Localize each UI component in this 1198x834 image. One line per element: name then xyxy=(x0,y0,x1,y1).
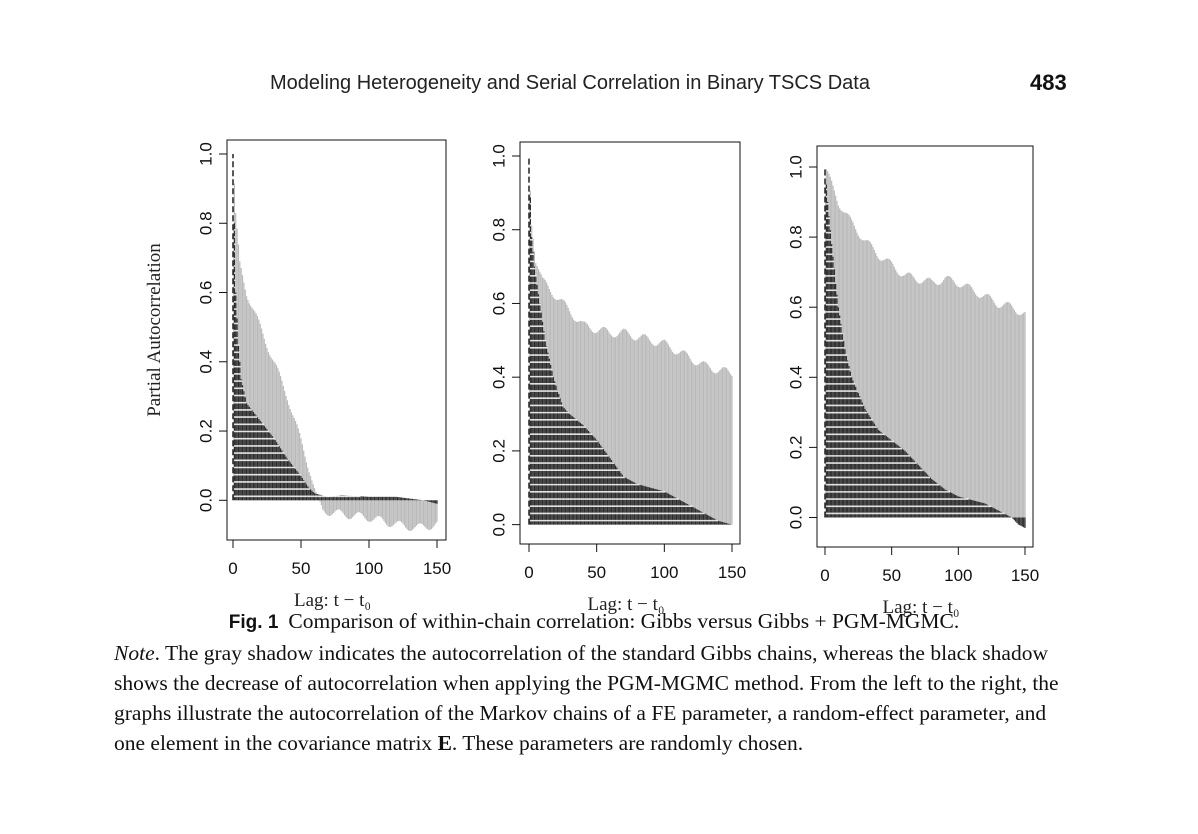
plot-frame xyxy=(816,145,1034,548)
y-tick-label: 0.2 xyxy=(196,419,215,443)
x-tick-label: 0 xyxy=(820,566,829,585)
caption-text-before-e: . The gray shadow indicates the autocorr… xyxy=(114,641,1059,755)
y-tick-label: 0.8 xyxy=(489,218,508,242)
plot-frame xyxy=(226,139,447,541)
y-tick-label: 0.8 xyxy=(786,225,805,249)
y-tick-label: 1.0 xyxy=(786,155,805,179)
y-tick-label: 0.6 xyxy=(489,292,508,316)
acf-panel-1: 0.0 0.2 0.4 0.6 0.8 1.0 0 50 100 150 Lag: t − t₀ Pa… xyxy=(144,139,451,611)
x-tick-label: 50 xyxy=(292,559,311,578)
caption-title: Comparison of within-chain correlation: … xyxy=(288,609,960,633)
acf-panel-2: 0.0 0.2 0.4 0.6 0.8 1.0 0 50 100 150 Lag: t − t₀ xyxy=(489,141,746,615)
x-axis-label: Lag: t − t₀ xyxy=(294,590,371,611)
y-tick-label: 0.4 xyxy=(489,365,508,389)
figure-caption: Fig. 1 Comparison of within-chain correla… xyxy=(114,606,1074,758)
y-axis-label: Partial Autocorrelation xyxy=(144,243,165,417)
caption-title-line: Fig. 1 Comparison of within-chain correla… xyxy=(114,606,1074,638)
x-tick-label: 100 xyxy=(355,559,383,578)
y-tick-label: 1.0 xyxy=(489,144,508,168)
figure-label: Fig. 1 xyxy=(228,612,279,633)
plot-frame xyxy=(519,141,741,545)
y-tick-label: 0.0 xyxy=(196,488,215,512)
caption-bold-e: E xyxy=(437,731,452,755)
x-tick-label: 150 xyxy=(423,559,451,578)
acf-panel-3: 0.0 0.2 0.4 0.6 0.8 1.0 0 50 100 150 Lag: t − t₀ xyxy=(786,145,1039,618)
x-tick-label: 150 xyxy=(718,563,746,582)
x-tick-label: 150 xyxy=(1011,566,1039,585)
x-tick-label: 50 xyxy=(587,563,606,582)
y-tick-label: 0.4 xyxy=(786,365,805,389)
caption-text-after-e: . These parameters are randomly chosen. xyxy=(451,731,804,755)
y-tick-label: 0.6 xyxy=(196,281,215,305)
x-tick-label: 100 xyxy=(944,566,972,585)
y-tick-label: 0.6 xyxy=(786,295,805,319)
x-tick-label: 0 xyxy=(524,563,533,582)
y-tick-label: 0.2 xyxy=(786,436,805,460)
page-number: 483 xyxy=(1030,70,1067,95)
x-tick-label: 0 xyxy=(228,559,237,578)
y-tick-label: 0.2 xyxy=(489,439,508,463)
caption-note-label: Note xyxy=(114,641,155,665)
x-axis-label: Lag: t − t₀ xyxy=(883,597,960,618)
y-tick-label: 0.0 xyxy=(786,506,805,530)
running-title: Modeling Heterogeneity and Serial Correl… xyxy=(270,72,870,94)
figure-acf-panels: 0.0 0.2 0.4 0.6 0.8 1.0 0 50 100 150 Lag: t − t₀ Pa… xyxy=(144,139,1039,618)
x-tick-label: 100 xyxy=(650,563,678,582)
y-tick-label: 0.8 xyxy=(196,211,215,235)
x-tick-label: 50 xyxy=(882,566,901,585)
x-axis-label: Lag: t − t₀ xyxy=(588,594,665,615)
y-tick-label: 1.0 xyxy=(196,142,215,166)
y-tick-label: 0.4 xyxy=(196,350,215,374)
y-tick-label: 0.0 xyxy=(489,513,508,537)
